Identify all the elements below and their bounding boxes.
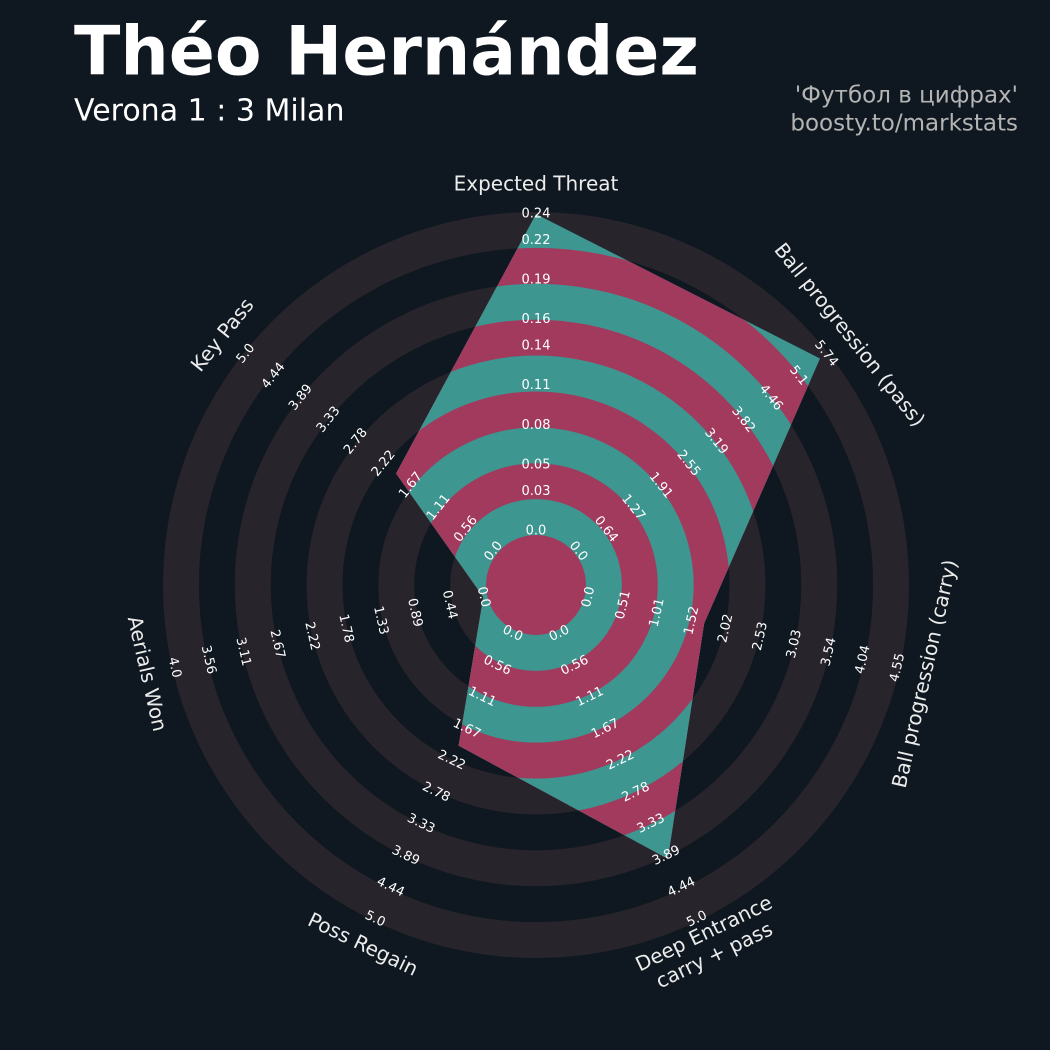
- tick-label: 4.0: [165, 656, 184, 680]
- tick-label: 2.02: [715, 613, 736, 645]
- tick-label: 3.11: [233, 636, 254, 668]
- tick-label: 0.24: [522, 207, 551, 222]
- tick-label: 0.0: [474, 585, 493, 609]
- tick-label: 1.33: [370, 605, 391, 637]
- tick-label: 3.03: [784, 628, 805, 660]
- tick-label: 0.05: [522, 457, 551, 472]
- tick-label: 1.78: [335, 613, 356, 645]
- tick-label: 0.03: [522, 484, 551, 499]
- tick-label: 0.22: [522, 233, 551, 248]
- tick-label: 0.0: [526, 524, 547, 539]
- tick-label: 0.89: [404, 597, 425, 629]
- axis-label: Expected Threat: [454, 172, 619, 196]
- tick-label: 0.14: [522, 339, 551, 354]
- tick-label: 4.55: [887, 652, 908, 684]
- tick-label: 0.51: [613, 589, 634, 621]
- tick-label: 0.08: [522, 418, 551, 433]
- tick-label: 2.22: [301, 620, 322, 652]
- tick-label: 0.44: [439, 589, 460, 621]
- axis-label: Aerials Won: [123, 614, 173, 734]
- tick-label: 3.54: [819, 636, 840, 668]
- tick-label: 0.0: [579, 585, 598, 609]
- tick-label: 1.01: [647, 597, 668, 629]
- tick-label: 3.56: [198, 644, 219, 676]
- tick-label: 2.53: [750, 620, 771, 652]
- radar-band: [486, 535, 586, 635]
- credit: 'Футбол в цифрах': [795, 83, 1018, 109]
- tick-label: 0.11: [522, 378, 551, 393]
- tick-label: 0.19: [522, 273, 551, 288]
- tick-label: 0.16: [522, 312, 551, 327]
- chart-title: Théo Hernández: [74, 13, 699, 92]
- tick-label: 2.67: [267, 628, 288, 660]
- chart-subtitle: Verona 1 : 3 Milan: [74, 94, 344, 129]
- tick-label: 1.52: [681, 605, 702, 637]
- credit: boosty.to/markstats: [790, 111, 1018, 137]
- tick-label: 4.04: [853, 644, 874, 676]
